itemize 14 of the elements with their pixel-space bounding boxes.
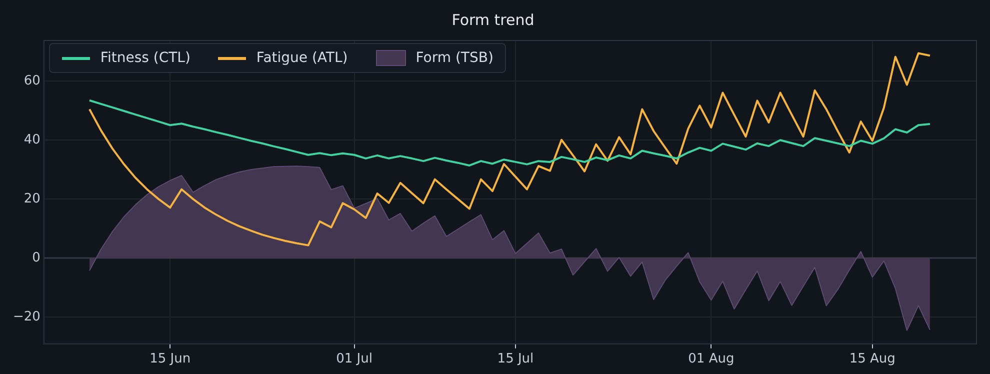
legend-label: Fatigue (ATL)	[256, 50, 348, 66]
x-tick-label: 01 Jul	[336, 352, 372, 367]
chart-title: Form trend	[452, 10, 534, 29]
x-tick-label: 01 Aug	[688, 352, 734, 367]
y-tick-label: 40	[24, 132, 40, 148]
y-tick-label: 20	[24, 191, 40, 206]
legend-label: Fitness (CTL)	[100, 50, 190, 66]
x-tick-label: 15 Jun	[150, 352, 191, 367]
x-tick-label: 15 Aug	[849, 352, 896, 367]
y-tick-label: 0	[32, 250, 40, 266]
legend-label: Form (TSB)	[416, 50, 494, 66]
x-tick-label: 15 Jul	[497, 352, 534, 367]
y-tick-label: 60	[24, 74, 40, 89]
y-tick-label: −20	[12, 309, 40, 324]
